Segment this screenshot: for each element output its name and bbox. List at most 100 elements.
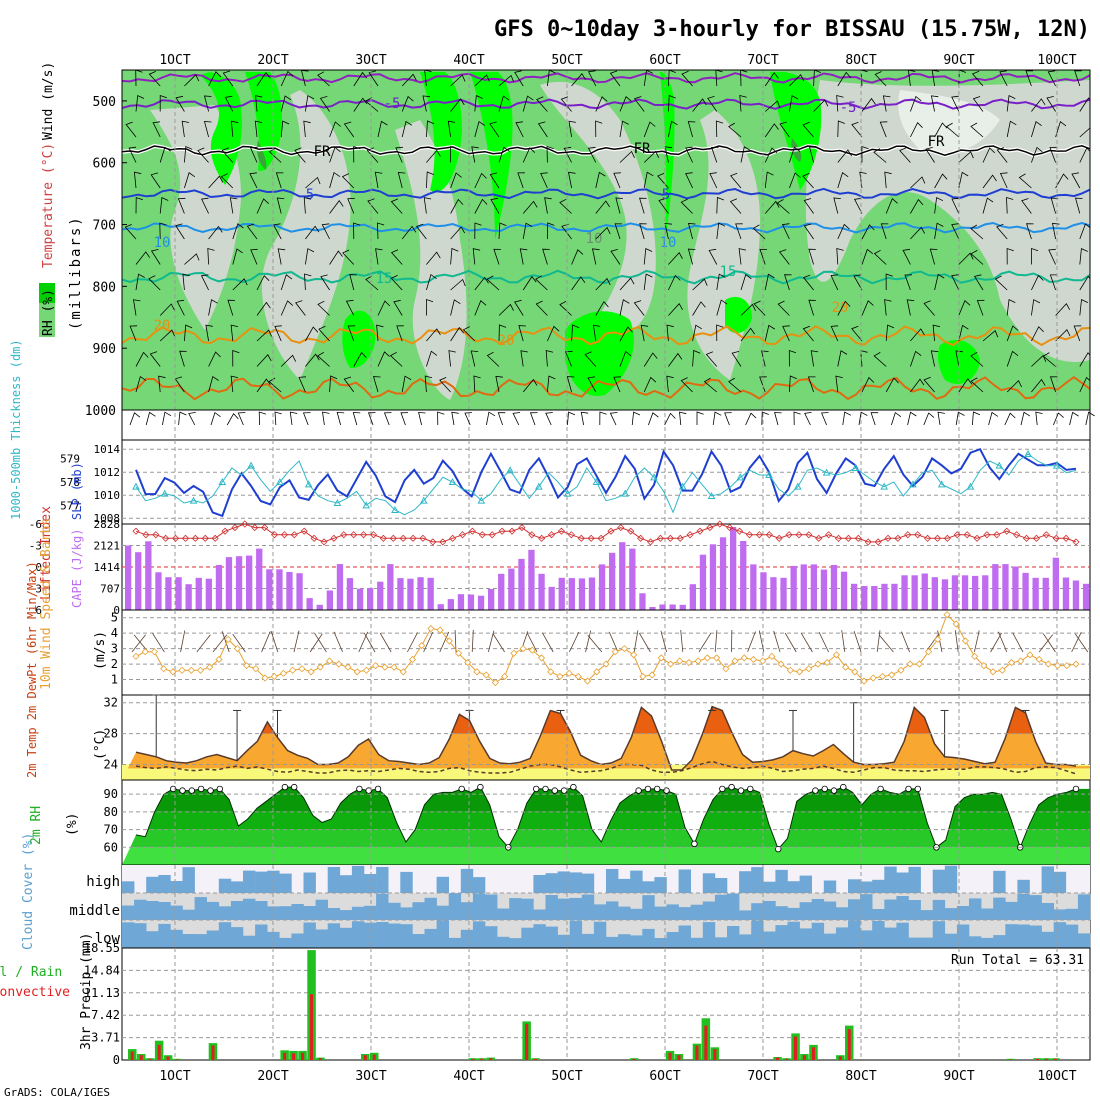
thickness-marker bbox=[592, 477, 601, 485]
wind-barb bbox=[789, 146, 801, 163]
li-marker bbox=[597, 534, 605, 542]
cloud-cell bbox=[751, 903, 764, 920]
wind10m-marker bbox=[1063, 662, 1071, 670]
wind-barb bbox=[707, 96, 718, 112]
cloud-cell bbox=[533, 875, 546, 893]
wind-barb bbox=[910, 95, 922, 112]
cloud-cell bbox=[303, 922, 316, 948]
wind-barb bbox=[522, 275, 537, 291]
cloud-cell bbox=[497, 936, 510, 948]
wind-barb bbox=[1055, 329, 1071, 342]
wind10m-marker bbox=[851, 668, 859, 676]
cloud-cell bbox=[1053, 909, 1067, 920]
wind-barb bbox=[955, 350, 963, 367]
cloud-cell bbox=[811, 899, 825, 920]
wind10m-barb bbox=[471, 629, 474, 653]
cloud-cell bbox=[993, 870, 1006, 893]
cloud-cell bbox=[472, 877, 486, 893]
wind-barb bbox=[250, 146, 258, 163]
li-marker bbox=[330, 534, 338, 542]
thickness-marker bbox=[937, 480, 946, 488]
temp-lower-band bbox=[122, 768, 1090, 780]
wind-barb bbox=[450, 226, 466, 240]
wind-barb bbox=[764, 72, 779, 87]
wind-barb-surface bbox=[302, 412, 311, 426]
wind-barb bbox=[274, 325, 282, 342]
wind10m-marker bbox=[934, 635, 942, 643]
rh-marker bbox=[374, 785, 382, 793]
wind-barb bbox=[910, 198, 924, 214]
wind-barb bbox=[789, 74, 805, 87]
wind-barb bbox=[861, 97, 876, 112]
cloud-row-label-high: high bbox=[86, 874, 120, 890]
rh-marker bbox=[179, 787, 186, 794]
li-marker bbox=[360, 531, 368, 539]
wind-barb bbox=[256, 72, 271, 87]
li-marker bbox=[251, 524, 259, 532]
wind-barb bbox=[851, 325, 863, 342]
rh-grid bbox=[122, 780, 1090, 865]
credit-label: GrADS: COLA/IGES bbox=[4, 1086, 110, 1099]
wind-barb bbox=[970, 377, 984, 393]
isotherm-label: 10 bbox=[586, 231, 603, 247]
wind-barb bbox=[197, 147, 209, 163]
cape-bars bbox=[125, 527, 1090, 610]
wind10m-barb bbox=[363, 632, 376, 653]
li-marker bbox=[340, 531, 348, 539]
cloud-cell bbox=[533, 924, 546, 948]
wind10m-barb bbox=[660, 630, 667, 653]
x-tick-label-bottom: 2OCT bbox=[257, 1069, 288, 1084]
wind-barb bbox=[910, 378, 925, 393]
li-marker bbox=[508, 527, 516, 535]
x-tick-label-bottom: 9OCT bbox=[943, 1069, 974, 1084]
wind-barb bbox=[277, 248, 286, 265]
wind-barb bbox=[249, 172, 258, 189]
wind-barb bbox=[175, 95, 185, 112]
wind-barb bbox=[982, 330, 999, 342]
wind-barb bbox=[861, 145, 869, 163]
cloud-cell bbox=[666, 904, 679, 920]
wind-barb bbox=[135, 70, 143, 87]
precip-convective-bar bbox=[283, 1052, 287, 1060]
wind-barb bbox=[904, 274, 913, 291]
wind10m-marker bbox=[224, 635, 232, 643]
wind-barb bbox=[789, 95, 799, 112]
cloud-grid bbox=[122, 865, 1090, 948]
cape-bar bbox=[125, 545, 132, 610]
precip-convective-bar bbox=[1053, 1058, 1057, 1060]
wind10m-barb bbox=[954, 630, 959, 653]
cloud-cell bbox=[472, 893, 486, 920]
wind-barb-surface bbox=[609, 412, 618, 426]
upper-ylabel-wind: Wind (m/s) bbox=[41, 62, 56, 140]
wind-barb bbox=[200, 197, 209, 214]
wind10m-marker bbox=[187, 666, 195, 674]
wind-barb bbox=[664, 222, 673, 240]
li-marker bbox=[686, 531, 694, 539]
wind-barb bbox=[813, 70, 822, 87]
wind10m-marker bbox=[795, 668, 804, 676]
cape-bar bbox=[336, 564, 344, 610]
thickness-marker bbox=[333, 498, 342, 506]
wind-barb bbox=[227, 299, 236, 316]
li-marker bbox=[310, 534, 318, 542]
wind-barb bbox=[643, 121, 656, 138]
li-marker bbox=[478, 531, 486, 539]
wind-tick-label: 4 bbox=[111, 626, 118, 640]
wind-barb bbox=[1079, 275, 1090, 291]
wind-barb bbox=[426, 298, 434, 316]
wind-barb bbox=[230, 324, 238, 342]
cape-bar bbox=[810, 564, 817, 610]
cloud-cell bbox=[1065, 924, 1079, 948]
cape-bar bbox=[1022, 572, 1029, 610]
wind10m-marker bbox=[206, 663, 214, 671]
wind-barb-surface bbox=[804, 412, 812, 426]
cloud-cell bbox=[702, 901, 716, 920]
wind10m-marker bbox=[602, 660, 610, 668]
x-tick-label-bottom: 3OCT bbox=[355, 1069, 386, 1084]
wind-barb bbox=[1006, 247, 1014, 265]
li-marker bbox=[1052, 534, 1060, 542]
wind-barb-surface bbox=[512, 412, 521, 426]
wind10m-barb bbox=[876, 630, 881, 653]
cloud-cell bbox=[230, 901, 244, 920]
pressure-tick-label: 700 bbox=[93, 219, 116, 234]
